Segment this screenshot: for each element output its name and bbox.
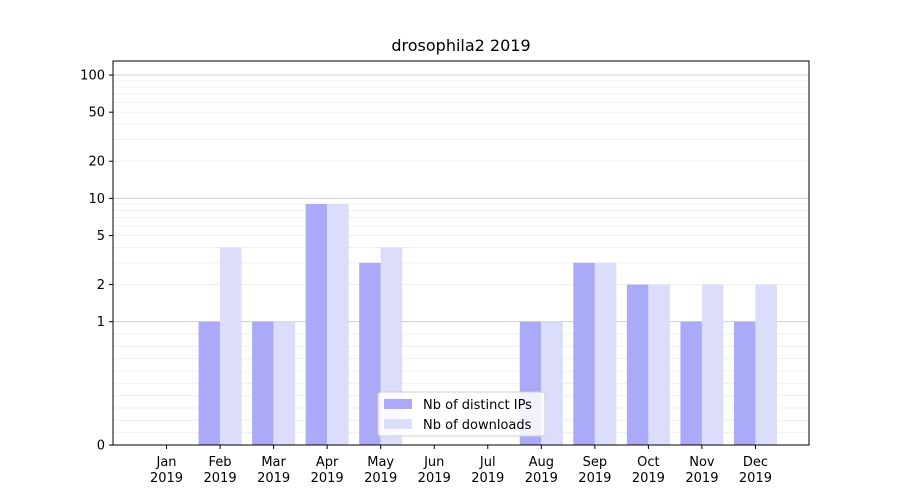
x-tick-label-month: May bbox=[367, 455, 394, 470]
x-tick-label-month: Mar bbox=[261, 455, 286, 470]
x-tick-label-month: Aug bbox=[529, 455, 554, 470]
x-tick-label-year: 2019 bbox=[418, 471, 451, 486]
x-tick-label-month: Jul bbox=[479, 455, 496, 470]
x-tick-label-month: Feb bbox=[209, 455, 232, 470]
bar bbox=[733, 321, 756, 445]
y-tick-label: 0 bbox=[97, 439, 105, 454]
bar bbox=[541, 321, 563, 445]
x-tick-label-year: 2019 bbox=[311, 471, 344, 486]
legend-swatch bbox=[384, 419, 412, 429]
x-tick-label-month: Dec bbox=[743, 455, 768, 470]
bar bbox=[198, 321, 221, 445]
y-tick-label: 5 bbox=[97, 229, 105, 244]
x-tick-label-year: 2019 bbox=[525, 471, 558, 486]
legend-box bbox=[377, 391, 546, 437]
bar bbox=[252, 321, 274, 445]
legend-label: Nb of distinct IPs bbox=[423, 398, 532, 413]
x-tick-label-month: Apr bbox=[316, 455, 339, 470]
x-tick-label-month: Jan bbox=[156, 455, 177, 470]
bar bbox=[327, 204, 349, 445]
legend: Nb of distinct IPs Nb of downloads bbox=[377, 391, 546, 437]
x-tick-label-year: 2019 bbox=[471, 471, 504, 486]
legend-swatch bbox=[384, 399, 412, 409]
y-tick-label: 10 bbox=[88, 192, 105, 207]
y-tick-label: 100 bbox=[80, 69, 105, 84]
bar bbox=[359, 262, 381, 445]
y-tick-label: 2 bbox=[97, 278, 105, 293]
bar bbox=[626, 284, 649, 445]
bar bbox=[220, 247, 242, 445]
x-tick-label-month: Sep bbox=[583, 455, 608, 470]
x-tick-label-month: Jun bbox=[423, 455, 444, 470]
x-tick-label-year: 2019 bbox=[204, 471, 237, 486]
bar bbox=[648, 284, 670, 445]
bar bbox=[573, 262, 595, 445]
x-tick-label-year: 2019 bbox=[739, 471, 772, 486]
plot-frame bbox=[112, 60, 810, 446]
bar bbox=[701, 284, 724, 445]
x-tick-label-year: 2019 bbox=[364, 471, 397, 486]
x-tick-label-year: 2019 bbox=[150, 471, 183, 486]
chart-title: drosophila2 2019 bbox=[391, 36, 530, 55]
legend-label: Nb of downloads bbox=[423, 418, 532, 433]
bar bbox=[755, 284, 777, 445]
x-tick-label-year: 2019 bbox=[578, 471, 611, 486]
y-tick-label: 1 bbox=[97, 315, 105, 330]
bar bbox=[273, 321, 296, 445]
x-tick-label-month: Oct bbox=[637, 455, 659, 470]
x-tick-label-year: 2019 bbox=[257, 471, 290, 486]
x-tick-label-month: Nov bbox=[689, 455, 715, 470]
y-tick-label: 50 bbox=[88, 106, 105, 121]
bar bbox=[680, 321, 702, 445]
bar bbox=[305, 204, 328, 445]
bar bbox=[594, 262, 617, 445]
x-tick-label-year: 2019 bbox=[685, 471, 718, 486]
axes: 0125102050100Jan2019Feb2019Mar2019Apr201… bbox=[80, 69, 772, 486]
x-tick-label-year: 2019 bbox=[632, 471, 665, 486]
y-tick-label: 20 bbox=[88, 155, 105, 170]
